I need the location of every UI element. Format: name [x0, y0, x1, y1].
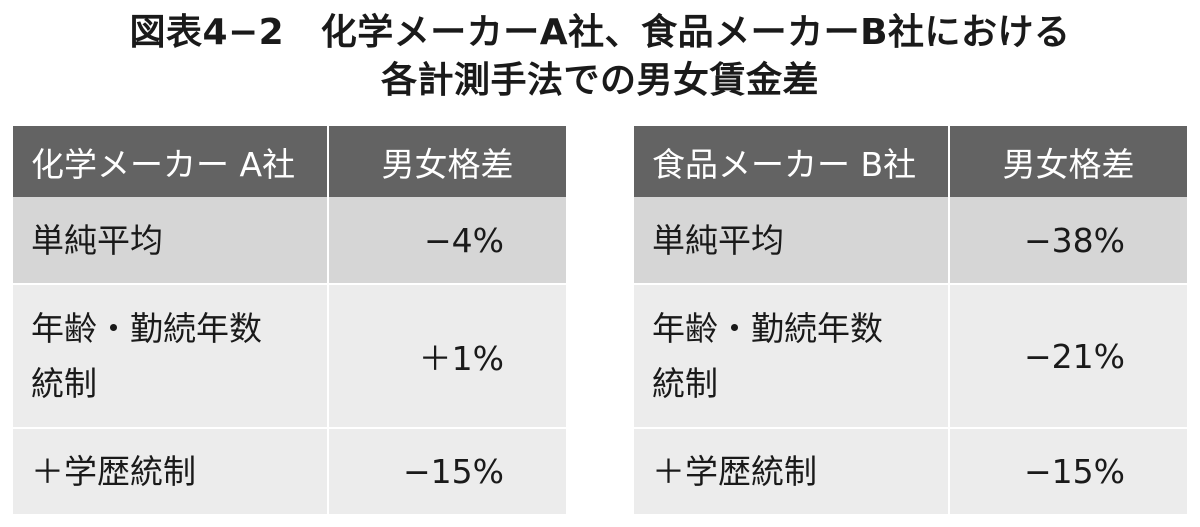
- table-row: 年齢・勤続年数 統制 −21%: [634, 284, 1187, 429]
- gap-value: −21%: [949, 284, 1187, 429]
- table-header-row: 食品メーカー B社 男女格差: [634, 126, 1187, 197]
- method-label: 年齢・勤続年数 統制: [634, 284, 950, 429]
- gap-value: −4%: [328, 197, 566, 285]
- method-label-line: 年齢・勤続年数: [31, 309, 262, 348]
- method-label-line: 年齢・勤続年数: [652, 309, 883, 348]
- table-row: 単純平均 −4%: [13, 197, 566, 285]
- company-a-gap-table: 化学メーカー A社 男女格差 単純平均 −4% 年齢・勤続年数 統制 ＋1% ＋…: [13, 126, 566, 516]
- table-header-row: 化学メーカー A社 男女格差: [13, 126, 566, 197]
- gap-value: −38%: [949, 197, 1187, 285]
- method-label-line: 統制: [652, 364, 718, 403]
- gap-value: ＋1%: [328, 284, 566, 429]
- company-header: 化学メーカー A社: [13, 126, 329, 197]
- figure-title-line-1: 図表4−2 化学メーカーA社、食品メーカーB社における: [129, 12, 1071, 53]
- company-header: 食品メーカー B社: [634, 126, 950, 197]
- method-label-line: 統制: [31, 364, 97, 403]
- table-row: 単純平均 −38%: [634, 197, 1187, 285]
- gap-column-header: 男女格差: [328, 126, 566, 197]
- method-label: 年齢・勤続年数 統制: [13, 284, 329, 429]
- table-row: ＋学歴統制 −15%: [634, 428, 1187, 516]
- method-label: 単純平均: [634, 197, 950, 285]
- method-label: ＋学歴統制: [634, 428, 950, 516]
- table-row: ＋学歴統制 −15%: [13, 428, 566, 516]
- table-row: 年齢・勤続年数 統制 ＋1%: [13, 284, 566, 429]
- gap-column-header: 男女格差: [949, 126, 1187, 197]
- figure-title-line-2: 各計測手法での男女賃金差: [380, 60, 819, 101]
- method-label: 単純平均: [13, 197, 329, 285]
- company-b-gap-table: 食品メーカー B社 男女格差 単純平均 −38% 年齢・勤続年数 統制 −21%…: [634, 126, 1187, 516]
- method-label: ＋学歴統制: [13, 428, 329, 516]
- gap-value: −15%: [949, 428, 1187, 516]
- gap-value: −15%: [328, 428, 566, 516]
